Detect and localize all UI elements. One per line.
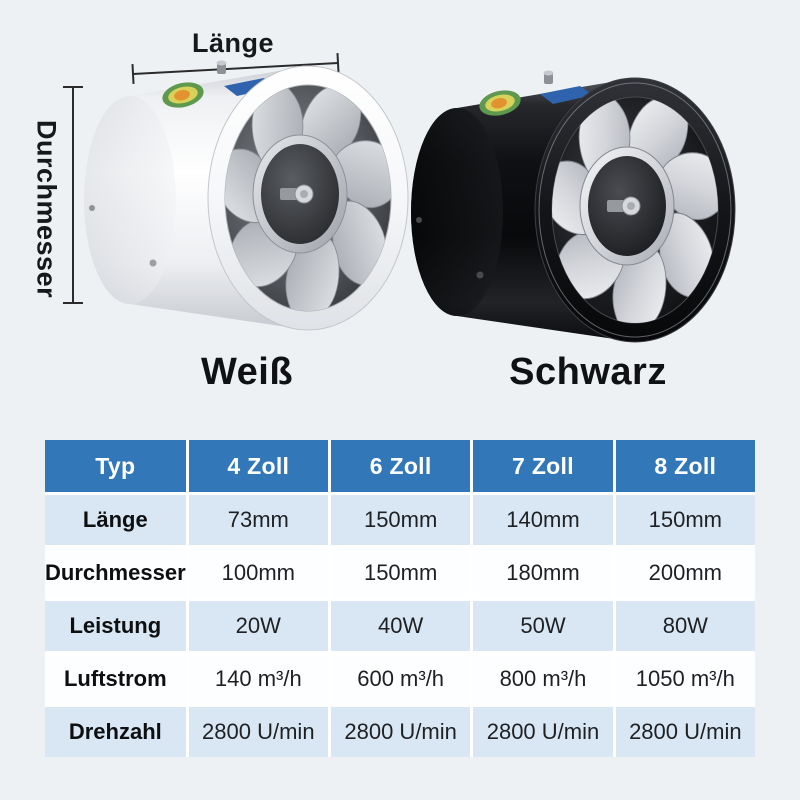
spec-table-cell: 180mm bbox=[473, 548, 613, 598]
spec-table-cell: 40W bbox=[330, 601, 471, 651]
spec-table-header-cell: 7 Zoll bbox=[473, 440, 613, 492]
spec-table-cell: 1050 m³/h bbox=[615, 654, 755, 704]
fan-hub bbox=[252, 134, 348, 254]
spec-table-cell: 2800 U/min bbox=[188, 707, 328, 757]
spec-table-row-label: Drehzahl bbox=[45, 707, 186, 757]
spec-table-cell: 150mm bbox=[330, 548, 471, 598]
spec-table-cell: 2800 U/min bbox=[473, 707, 613, 757]
spec-table-cell: 140mm bbox=[473, 495, 613, 545]
spec-table-cell: 20W bbox=[188, 601, 328, 651]
spec-table-cell: 2800 U/min bbox=[615, 707, 755, 757]
durchmesser-dimension-label: Durchmesser bbox=[31, 119, 62, 299]
spec-table-cell: 2800 U/min bbox=[330, 707, 471, 757]
spec-table-cell: 140 m³/h bbox=[188, 654, 328, 704]
white-variant-caption: Weiß bbox=[200, 351, 294, 393]
spec-table-cell: 600 m³/h bbox=[330, 654, 471, 704]
brand-sticker bbox=[162, 82, 204, 108]
laenge-dimension-line bbox=[131, 52, 340, 85]
spec-table-cell: 100mm bbox=[188, 548, 328, 598]
mounting-screw bbox=[216, 60, 227, 74]
durchmesser-dimension-line bbox=[63, 86, 83, 304]
spec-table-cell: 73mm bbox=[188, 495, 328, 545]
black-variant-caption: Schwarz bbox=[509, 351, 667, 393]
brand-sticker bbox=[479, 90, 521, 116]
spec-table-cell: 800 m³/h bbox=[473, 654, 613, 704]
laenge-dimension-label: Länge bbox=[191, 28, 274, 58]
mounting-screw bbox=[543, 70, 554, 84]
spec-table-header-cell: 6 Zoll bbox=[330, 440, 471, 492]
spec-table-cell: 150mm bbox=[615, 495, 755, 545]
spec-table-cell: 50W bbox=[473, 601, 613, 651]
spec-table: Typ 4 Zoll 6 Zoll 7 Zoll 8 Zoll Länge 73mm 150m… bbox=[45, 440, 755, 757]
spec-table-row-label: Leistung bbox=[45, 601, 186, 651]
fan-hub bbox=[579, 146, 675, 266]
spec-table-cell: 80W bbox=[615, 601, 755, 651]
black-fan-image bbox=[411, 70, 736, 343]
spec-table-cell: 200mm bbox=[615, 548, 755, 598]
spec-table-row-label: Durchmesser bbox=[45, 548, 186, 598]
model-label-sticker bbox=[540, 86, 593, 104]
white-fan-image bbox=[84, 60, 409, 331]
fan-blades bbox=[552, 97, 718, 323]
spec-table-row-label: Luftstrom bbox=[45, 654, 186, 704]
spec-table-header-cell: Typ bbox=[45, 440, 186, 492]
spec-table-cell: 150mm bbox=[330, 495, 471, 545]
spec-table-header-cell: 4 Zoll bbox=[188, 440, 328, 492]
fan-diagram-canvas bbox=[63, 52, 736, 343]
spec-table-row-label: Länge bbox=[45, 495, 186, 545]
spec-table-header-cell: 8 Zoll bbox=[615, 440, 755, 492]
fan-blades bbox=[225, 85, 391, 311]
